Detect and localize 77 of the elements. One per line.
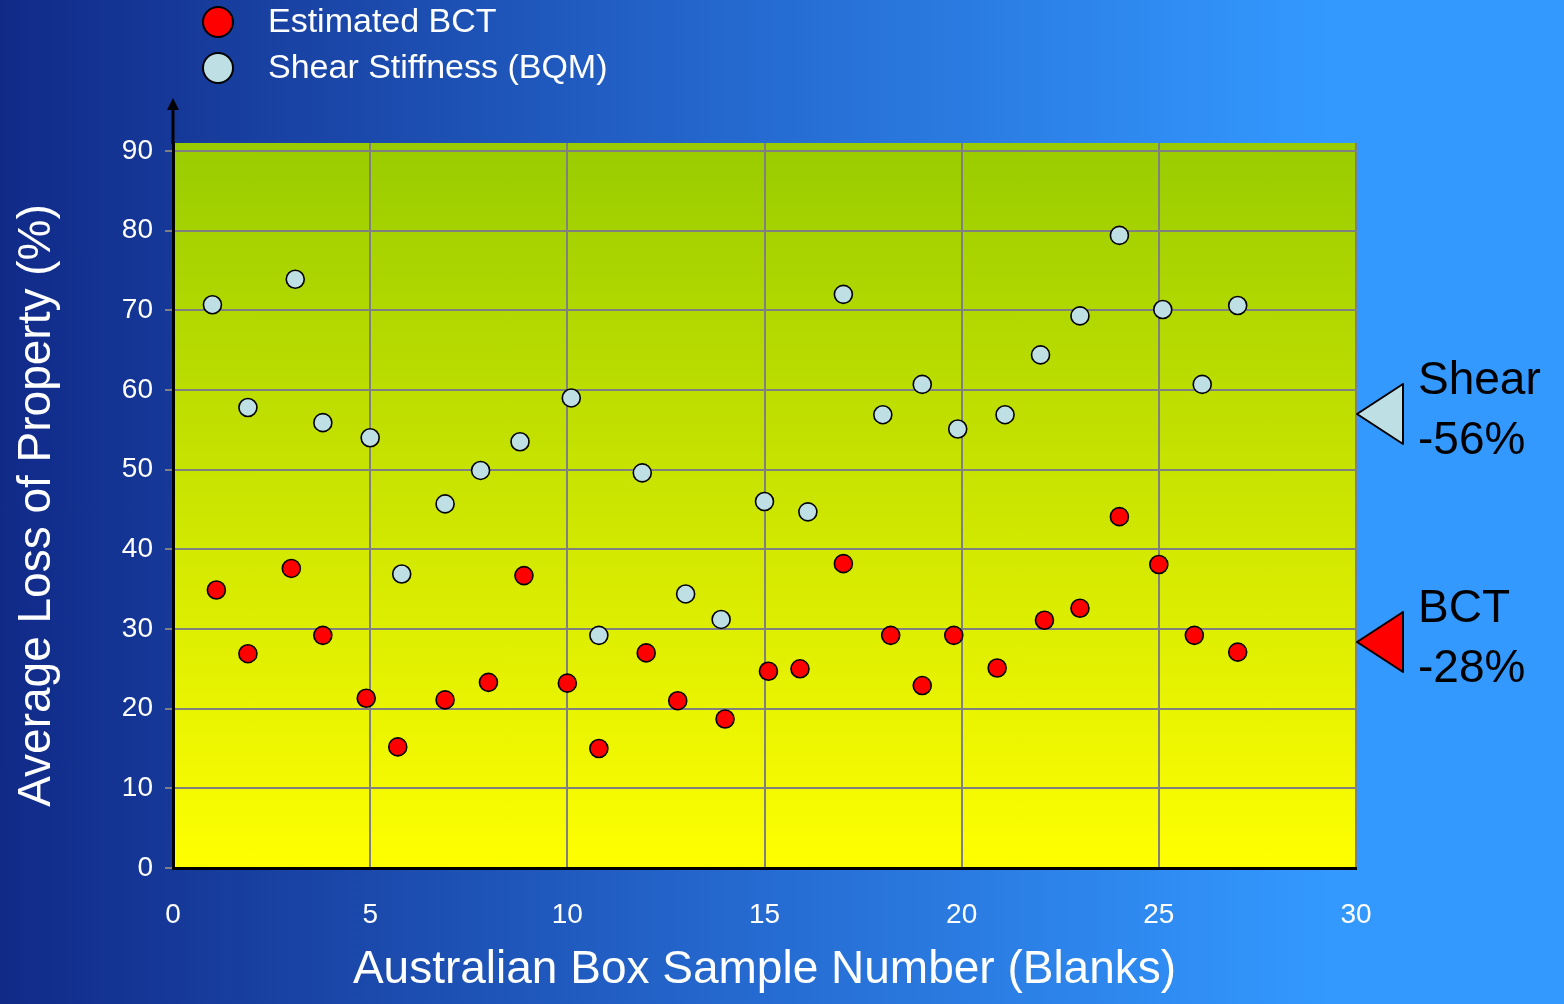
x-tick-label: 5 <box>362 897 378 929</box>
y-tick-label: 80 <box>121 213 153 245</box>
y-tick-label: 30 <box>121 611 153 643</box>
x-tick-label: 20 <box>946 897 978 929</box>
x-tick-label: 10 <box>551 897 583 929</box>
y-tick-label: 10 <box>121 771 153 803</box>
point <box>470 460 491 481</box>
point <box>356 688 377 709</box>
point <box>514 565 534 586</box>
point <box>281 558 302 579</box>
point <box>202 294 223 315</box>
point <box>790 659 810 679</box>
point <box>1152 299 1173 320</box>
point <box>1227 295 1248 316</box>
point <box>798 502 818 522</box>
point <box>206 580 227 600</box>
point <box>632 463 653 483</box>
y-axis-title: Average Loss of Property (%) <box>8 204 61 807</box>
text: BCT -28% <box>1418 579 1526 692</box>
point <box>675 584 696 604</box>
point <box>478 672 499 693</box>
point <box>667 690 688 711</box>
y-tick-label: 20 <box>121 691 153 723</box>
point <box>435 690 455 710</box>
point <box>833 284 854 305</box>
point <box>1070 598 1090 619</box>
point <box>391 564 412 584</box>
x-tick-label: 15 <box>748 897 781 929</box>
point <box>435 494 455 514</box>
y-tick-label: 70 <box>121 293 153 325</box>
point <box>912 374 933 395</box>
point <box>1109 225 1130 246</box>
x-tick-label: 25 <box>1143 897 1175 929</box>
point <box>589 625 609 646</box>
point <box>754 491 775 512</box>
point <box>880 625 901 646</box>
y-tick-label: 60 <box>121 372 153 404</box>
point <box>313 412 333 433</box>
point <box>313 625 333 646</box>
point <box>1227 642 1248 662</box>
point <box>1149 554 1169 575</box>
x-axis-title: Australian Box Sample Number (Blanks) <box>352 941 1177 994</box>
point <box>636 643 656 663</box>
legend-label: Estimated BCT <box>268 1 497 40</box>
point <box>510 431 530 452</box>
point <box>1030 345 1051 365</box>
point <box>1192 374 1213 395</box>
y-tick-label: 50 <box>121 452 153 484</box>
point <box>557 673 578 693</box>
point <box>1034 610 1055 631</box>
point <box>715 709 735 729</box>
point <box>561 388 582 408</box>
point <box>589 738 609 759</box>
legend-label: Shear Stiffness (BQM) <box>268 47 608 86</box>
point <box>873 404 893 425</box>
point <box>238 643 258 664</box>
point <box>1109 506 1130 527</box>
text: Shear -56% <box>1418 351 1541 464</box>
point <box>285 269 306 290</box>
point <box>387 737 408 757</box>
point <box>987 658 1007 678</box>
point <box>943 625 964 646</box>
point <box>711 609 731 630</box>
point <box>360 427 380 448</box>
y-tick-label: 40 <box>121 532 153 564</box>
y-tick-label: 0 <box>137 850 153 882</box>
point <box>758 661 779 682</box>
point <box>912 675 933 696</box>
point <box>833 553 854 574</box>
point <box>1184 625 1205 646</box>
point <box>1070 306 1090 326</box>
point <box>947 419 968 439</box>
point <box>995 404 1015 425</box>
x-tick-label: 0 <box>165 897 181 929</box>
point <box>238 397 258 418</box>
y-tick-label: 90 <box>121 133 153 165</box>
x-tick-label: 30 <box>1340 897 1372 929</box>
